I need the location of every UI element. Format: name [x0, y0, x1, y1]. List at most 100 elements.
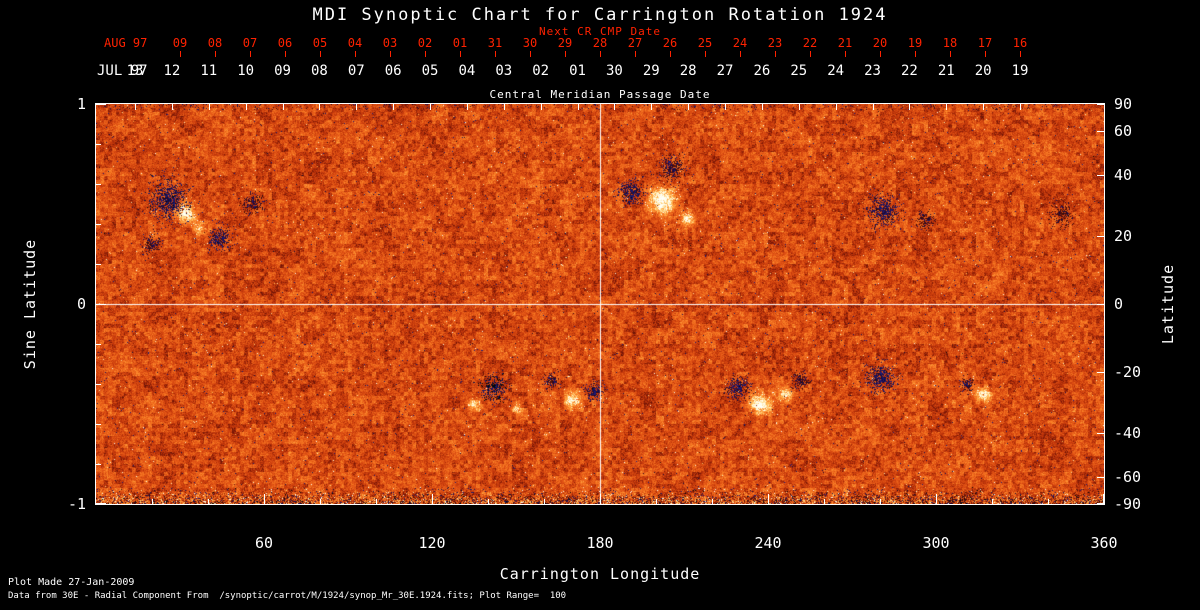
next-cr-day-label: 28 [592, 36, 608, 50]
next-cr-day-tick [215, 51, 216, 57]
longitude-tick-label: 240 [754, 534, 782, 552]
magnetogram-canvas [96, 104, 1104, 504]
latitude-tick-label: -90 [1114, 495, 1142, 513]
next-cr-day-label: 05 [312, 36, 328, 50]
cmp-day-label: 23 [864, 63, 881, 79]
next-cr-day-label: 02 [417, 36, 433, 50]
plot-area [95, 103, 1105, 505]
cmp-day-label: 04 [458, 63, 476, 79]
cmp-day-label: 30 [605, 63, 623, 79]
next-cr-day-label: 29 [557, 36, 573, 50]
cmp-day-label: 29 [642, 63, 660, 79]
cmp-day-label: 07 [347, 63, 365, 79]
carrington-longitude-axis-label: Carrington Longitude [499, 565, 701, 583]
next-cr-day-tick [530, 51, 531, 57]
next-cr-day-label: 19 [907, 36, 923, 50]
next-cr-day-label: 09 [172, 36, 188, 50]
cmp-day-label: 06 [384, 63, 402, 79]
top-axis-tick [946, 104, 948, 110]
left-axis-tick [96, 104, 106, 105]
longitude-tick-label: 60 [254, 534, 274, 552]
bottom-axis-minor-tick [992, 499, 993, 504]
top-axis-tick [393, 104, 395, 110]
top-axis-tick [171, 104, 173, 110]
cmp-day-label: 20 [974, 63, 992, 79]
top-axis-tick [319, 104, 321, 110]
bottom-axis-minor-tick [1048, 499, 1049, 504]
plot-made-date: Plot Made 27-Jan-2009 [8, 577, 135, 588]
next-cr-day-tick [810, 51, 811, 57]
longitude-tick-label: 180 [586, 534, 614, 552]
right-axis-tick [1097, 235, 1104, 237]
cmp-day-label: 22 [900, 63, 918, 79]
top-axis-tick [1020, 104, 1021, 110]
jul-month-label: JUL 97 [97, 63, 148, 79]
longitude-tick-label: 120 [418, 534, 446, 552]
top-axis-tick [909, 104, 911, 110]
cmp-day-label: 21 [937, 63, 955, 79]
cmp-day-label: 11 [200, 63, 218, 79]
cmp-day-label: 12 [163, 63, 181, 79]
top-axis-tick [835, 104, 837, 110]
latitude-tick-label: 40 [1114, 166, 1133, 185]
latitude-tick-label: -40 [1114, 423, 1142, 442]
next-cr-day-tick [915, 51, 916, 57]
central-meridian-passage-label: Central Meridian Passage Date [489, 88, 711, 101]
next-cr-day-label: 07 [242, 36, 258, 50]
left-axis-minor-tick [96, 464, 101, 465]
cmp-day-label: 10 [237, 63, 255, 79]
next-cr-day-tick [320, 51, 321, 57]
next-cr-day-label: 23 [767, 36, 783, 50]
right-axis-tick [1097, 432, 1104, 434]
next-cr-day-label: 20 [872, 36, 888, 50]
longitude-tick-label: 360 [1090, 534, 1118, 552]
next-cr-day-label: 31 [487, 36, 503, 50]
next-cr-day-label: 30 [522, 36, 538, 50]
top-axis-tick [688, 104, 690, 110]
right-axis-tick [1097, 175, 1104, 177]
next-cr-day-tick [950, 51, 951, 57]
top-axis-tick [356, 104, 358, 110]
next-cr-day-tick [460, 51, 461, 57]
latitude-tick-label: 20 [1114, 226, 1133, 245]
bottom-axis-major-tick [264, 494, 265, 504]
next-cr-day-tick [635, 51, 636, 57]
top-axis-tick [614, 104, 616, 110]
next-cr-day-label: 25 [697, 36, 713, 50]
cmp-day-label: 26 [753, 63, 771, 79]
left-axis-tick [96, 304, 106, 305]
next-cr-day-tick [250, 51, 251, 57]
bottom-axis-minor-tick [488, 499, 489, 504]
right-axis-tick [1097, 104, 1104, 105]
next-cr-day-tick [1020, 51, 1021, 57]
data-source-line: Data from 30E - Radial Component From /s… [8, 591, 567, 601]
right-axis-tick [1097, 372, 1104, 374]
left-axis-minor-tick [96, 184, 101, 185]
next-cr-day-label: 27 [627, 36, 643, 50]
bottom-axis-major-tick [1103, 494, 1104, 504]
latitude-tick-label: 60 [1114, 121, 1133, 140]
top-axis-tick [430, 104, 431, 110]
cmp-day-label: 27 [716, 63, 734, 79]
bottom-axis-minor-tick [152, 499, 153, 504]
bottom-axis-minor-tick [208, 499, 209, 504]
bottom-axis-minor-tick [824, 499, 825, 504]
bottom-axis-minor-tick [320, 499, 321, 504]
next-cr-day-tick [180, 51, 181, 57]
sine-latitude-tick-label: -1 [67, 495, 86, 513]
next-cr-day-tick [495, 51, 496, 57]
next-cr-day-tick [740, 51, 741, 57]
latitude-tick-label: -60 [1114, 468, 1142, 487]
bottom-axis-minor-tick [712, 499, 713, 504]
next-cr-cmp-date-label: Next CR CMP Date [539, 25, 661, 38]
right-axis-tick [1097, 130, 1104, 132]
sine-latitude-axis-label: Sine Latitude [21, 238, 39, 370]
cmp-day-label: 28 [679, 63, 697, 79]
top-axis-tick [466, 104, 468, 110]
next-cr-day-tick [565, 51, 566, 57]
top-axis-tick [135, 104, 136, 110]
next-cr-day-tick [425, 51, 426, 57]
top-axis-tick [503, 104, 505, 110]
bottom-axis-minor-tick [544, 499, 545, 504]
bottom-axis-minor-tick [656, 499, 657, 504]
